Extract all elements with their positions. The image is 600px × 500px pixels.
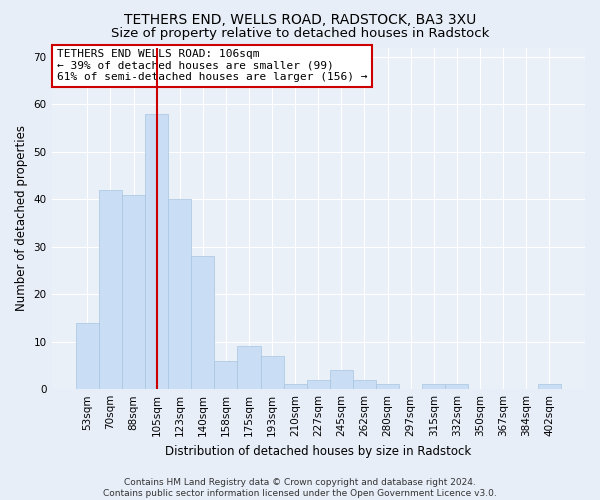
Bar xyxy=(145,114,168,389)
Bar xyxy=(538,384,561,389)
Text: TETHERS END WELLS ROAD: 106sqm
← 39% of detached houses are smaller (99)
61% of : TETHERS END WELLS ROAD: 106sqm ← 39% of … xyxy=(57,49,367,82)
Bar xyxy=(260,356,284,389)
Text: TETHERS END, WELLS ROAD, RADSTOCK, BA3 3XU: TETHERS END, WELLS ROAD, RADSTOCK, BA3 3… xyxy=(124,12,476,26)
Y-axis label: Number of detached properties: Number of detached properties xyxy=(15,126,28,312)
Bar xyxy=(445,384,469,389)
Bar xyxy=(214,360,238,389)
Bar xyxy=(238,346,260,389)
X-axis label: Distribution of detached houses by size in Radstock: Distribution of detached houses by size … xyxy=(165,444,472,458)
Bar xyxy=(307,380,330,389)
Bar xyxy=(376,384,399,389)
Bar xyxy=(353,380,376,389)
Text: Size of property relative to detached houses in Radstock: Size of property relative to detached ho… xyxy=(111,28,489,40)
Bar xyxy=(422,384,445,389)
Bar xyxy=(168,200,191,389)
Bar xyxy=(284,384,307,389)
Bar xyxy=(122,194,145,389)
Bar xyxy=(76,322,99,389)
Bar xyxy=(330,370,353,389)
Text: Contains HM Land Registry data © Crown copyright and database right 2024.
Contai: Contains HM Land Registry data © Crown c… xyxy=(103,478,497,498)
Bar xyxy=(99,190,122,389)
Bar xyxy=(191,256,214,389)
